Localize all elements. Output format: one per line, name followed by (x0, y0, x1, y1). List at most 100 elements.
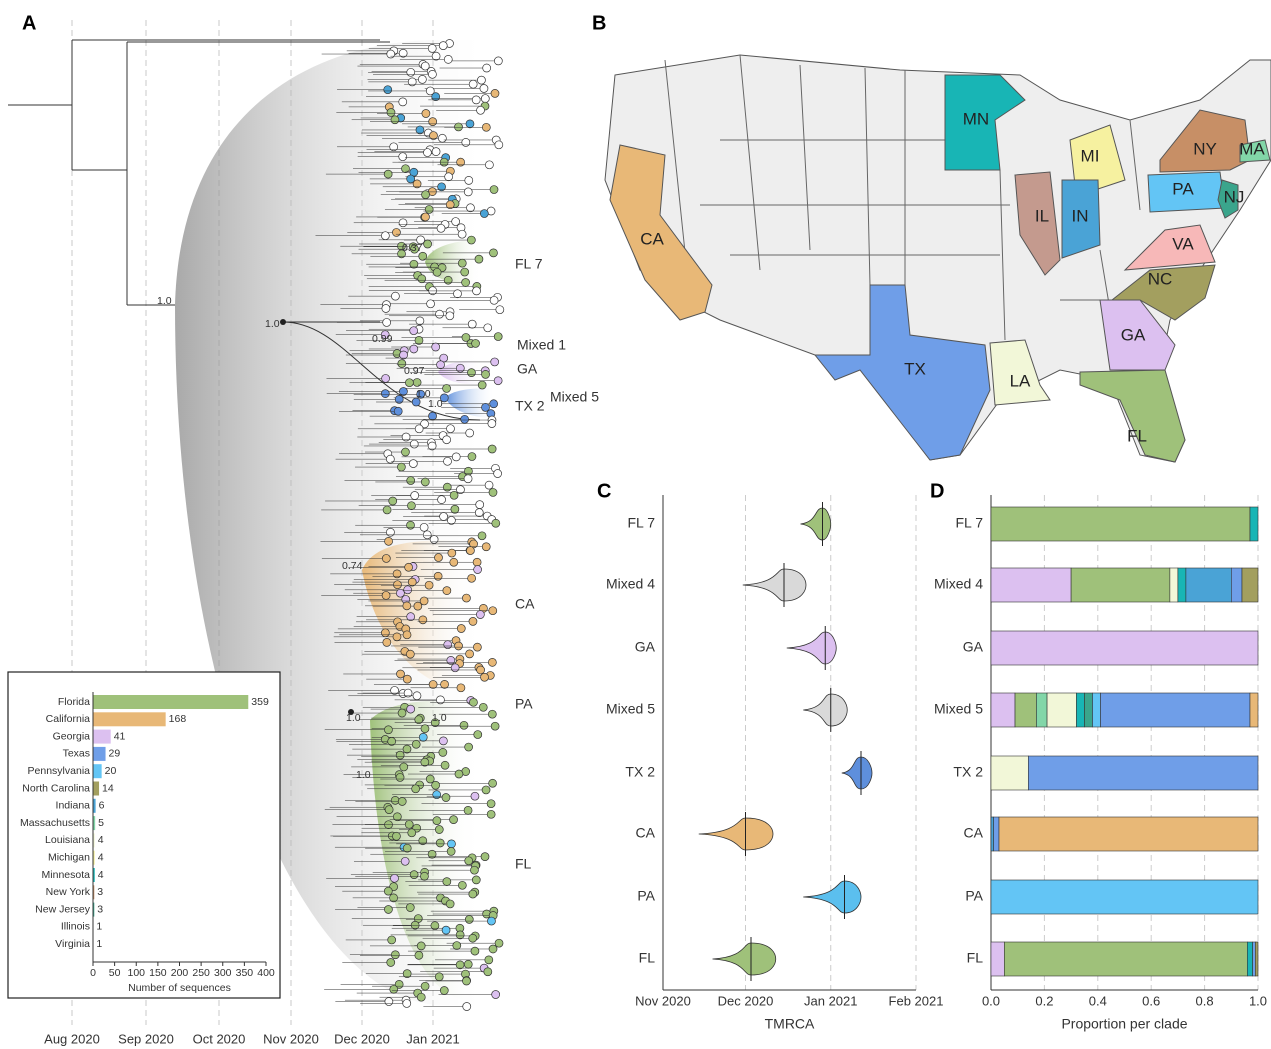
bar (93, 729, 111, 744)
tip (414, 715, 424, 725)
tip (403, 585, 413, 595)
tip (454, 122, 463, 132)
tip (420, 871, 429, 881)
bar-segment (1046, 692, 1077, 728)
violin (800, 507, 832, 541)
y-tick-label: FL 7 (956, 515, 984, 531)
x-tick-label: 1.0 (1249, 993, 1267, 1008)
tip (389, 893, 398, 903)
tip (491, 990, 501, 999)
tip (462, 976, 471, 986)
tip (494, 938, 504, 948)
tip (439, 986, 449, 995)
y-tick-label: Minnesota (42, 869, 91, 881)
tip (477, 75, 486, 85)
value-label: 4 (98, 869, 104, 881)
x-tick-label: Jan 2021 (406, 1031, 460, 1046)
tip (447, 839, 456, 849)
support-value: 1.0 (432, 712, 447, 724)
tip (417, 274, 427, 284)
tip (438, 133, 447, 143)
tip (446, 656, 456, 665)
state-label: VA (1172, 234, 1194, 253)
violin (841, 756, 873, 790)
tip (397, 249, 406, 259)
tip (431, 342, 441, 352)
bar-segment (1028, 755, 1259, 791)
bar-segment (990, 879, 1259, 915)
tip (390, 115, 400, 125)
tip (434, 553, 443, 562)
state-label: CA (640, 229, 664, 248)
tip (398, 218, 408, 228)
tip (405, 649, 415, 659)
tip (490, 721, 500, 731)
tip (465, 649, 474, 659)
x-tick-label: 350 (236, 967, 254, 979)
tip (481, 785, 491, 795)
value-label: 41 (114, 730, 126, 742)
x-tick-label: 50 (109, 967, 121, 979)
tip (487, 709, 497, 719)
tip (392, 632, 402, 642)
support-value: 0.37 (402, 242, 423, 254)
tip (442, 877, 452, 886)
tip (460, 267, 470, 277)
value-label: 1 (96, 938, 102, 950)
tip (467, 319, 477, 329)
tip (415, 316, 425, 326)
y-tick-label: Mixed 4 (606, 576, 655, 592)
y-tick-label: TX 2 (953, 764, 983, 780)
tip (432, 267, 442, 277)
tip (439, 512, 448, 521)
y-tick-label: GA (635, 639, 656, 655)
tip (468, 79, 478, 89)
bar (93, 868, 95, 882)
y-tick-label: PA (637, 888, 655, 904)
tip (385, 454, 395, 464)
tip (402, 969, 412, 978)
bar-segment (990, 692, 1016, 728)
bar (93, 746, 106, 761)
value-label: 3 (97, 903, 103, 915)
tip (423, 239, 432, 249)
tip (484, 480, 494, 490)
tip (464, 742, 473, 752)
tip (486, 799, 496, 809)
tip (437, 495, 446, 504)
tip (485, 160, 494, 170)
x-tick-label: 0.6 (1142, 993, 1160, 1008)
tip (438, 41, 448, 50)
tip (418, 836, 428, 846)
tip (493, 469, 502, 478)
tip (390, 686, 399, 695)
clade-label: CA (515, 596, 535, 612)
tip (396, 669, 405, 679)
tip (414, 424, 424, 434)
tip (411, 784, 420, 794)
tip (384, 805, 394, 815)
bar-segment (1247, 941, 1253, 977)
state-label: PA (1172, 179, 1194, 198)
tip (406, 520, 415, 530)
x-tick-label: 0.8 (1196, 993, 1214, 1008)
tip (428, 680, 438, 689)
tip (459, 720, 469, 730)
bar-segment (1014, 692, 1037, 728)
y-tick-label: New York (46, 886, 91, 898)
value-label: 14 (102, 782, 114, 794)
tip (414, 950, 424, 960)
tip (399, 350, 408, 360)
support-value: 1.0 (265, 318, 280, 330)
y-tick-label: FL (967, 950, 984, 966)
x-tick-label: 400 (257, 967, 275, 979)
tip (451, 452, 461, 462)
state-label: LA (1010, 371, 1031, 390)
tip (426, 299, 435, 309)
bar (93, 695, 249, 709)
bar (93, 764, 102, 779)
tip (449, 557, 459, 567)
state-label: GA (1121, 325, 1146, 344)
tip (389, 984, 399, 994)
tip (381, 374, 390, 383)
